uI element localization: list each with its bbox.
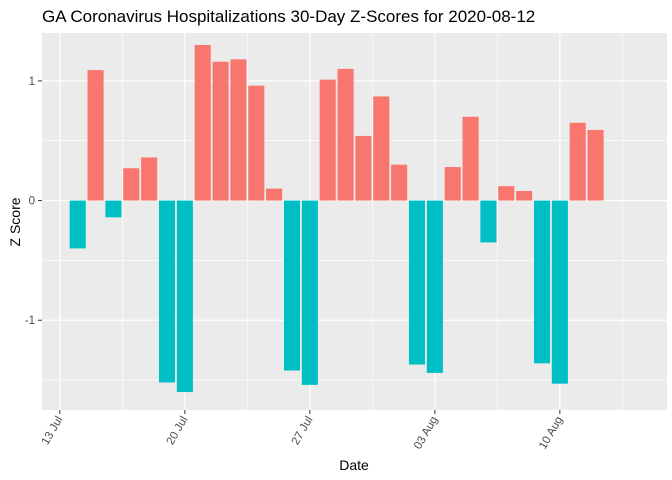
x-axis: 13 Jul 20 Jul 27 Jul 03 Aug 10 Aug: [40, 410, 565, 452]
bar: [194, 44, 211, 201]
bar: [587, 129, 604, 201]
x-tick-label: 20 Jul: [165, 415, 191, 448]
bar: [516, 190, 533, 201]
bar: [551, 200, 568, 384]
bar: [319, 79, 336, 201]
bar: [373, 96, 390, 201]
bar: [444, 167, 461, 201]
bar: [337, 68, 354, 201]
x-tick-label: 10 Aug: [537, 415, 565, 452]
y-tick-label: 1: [29, 76, 35, 88]
bar: [480, 200, 497, 243]
bar: [69, 200, 86, 249]
plot-panel: [42, 33, 667, 410]
x-tick-label: 03 Aug: [412, 415, 440, 452]
bar: [123, 168, 140, 201]
bar: [87, 70, 104, 201]
bar: [176, 200, 193, 393]
bar: [462, 116, 479, 201]
bar: [498, 186, 515, 201]
bar: [141, 157, 158, 201]
bar: [391, 164, 408, 201]
bar: [266, 188, 283, 201]
chart-title: GA Coronavirus Hospitalizations 30-Day Z…: [42, 7, 535, 26]
x-tick-label: 13 Jul: [40, 415, 66, 448]
y-axis-title: Z Score: [7, 197, 23, 246]
bar: [301, 200, 318, 385]
bar: [105, 200, 122, 218]
bar: [355, 135, 372, 201]
y-tick-label: -1: [25, 315, 35, 327]
bars: [69, 44, 604, 393]
x-tick-label: 27 Jul: [290, 415, 316, 448]
bar: [158, 200, 176, 383]
x-axis-title: Date: [339, 457, 369, 473]
y-tick-label: 0: [29, 196, 35, 208]
bar: [426, 200, 443, 373]
bar: [569, 122, 586, 201]
y-axis: -1 0 1: [25, 76, 42, 327]
bar: [248, 85, 265, 201]
bar: [212, 61, 229, 201]
bar: [230, 59, 247, 201]
bar: [408, 200, 426, 365]
bar: [533, 200, 551, 364]
bar: [283, 200, 301, 371]
